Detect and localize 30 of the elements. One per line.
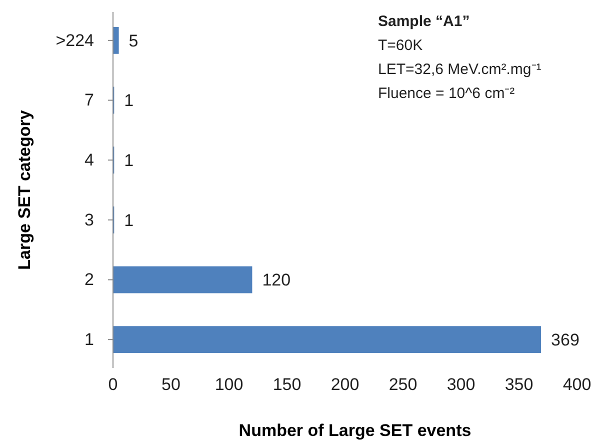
x-axis-title: Number of Large SET events: [238, 421, 472, 440]
x-tick-label: 350: [504, 375, 534, 394]
y-tick-label: 2: [84, 270, 94, 290]
x-tick-label: 100: [214, 375, 244, 394]
y-tick-label: 3: [84, 210, 94, 230]
x-tick-label: 200: [330, 375, 360, 394]
x-tick-label: 400: [562, 375, 592, 394]
bar: [113, 26, 119, 54]
y-tick-label: 1: [84, 330, 94, 350]
bar: [113, 326, 542, 354]
data-label: 120: [262, 270, 291, 290]
y-tick-label: >224: [56, 30, 94, 50]
data-label: 1: [124, 210, 134, 230]
data-label: 369: [551, 330, 580, 350]
annotation: T=60K: [378, 37, 423, 54]
y-tick-label: 4: [84, 150, 94, 170]
x-tick-label: 0: [108, 375, 118, 394]
x-tick-label: 50: [162, 375, 180, 394]
x-tick-label: 300: [446, 375, 476, 394]
x-tick-label: 250: [388, 375, 418, 394]
annotation: Fluence = 10^6 cm⁻²: [378, 85, 515, 102]
x-tick-label: 150: [272, 375, 302, 394]
annotation: Sample “A1”: [378, 13, 470, 30]
bar: [113, 266, 252, 294]
data-label: 1: [124, 151, 134, 170]
data-label: 1: [124, 91, 134, 110]
y-tick-label: 7: [84, 90, 94, 110]
data-label: 5: [128, 31, 138, 50]
annotation: LET=32,6 MeV.cm².mg⁻¹: [378, 61, 542, 78]
y-axis-title: Large SET category: [15, 110, 34, 270]
